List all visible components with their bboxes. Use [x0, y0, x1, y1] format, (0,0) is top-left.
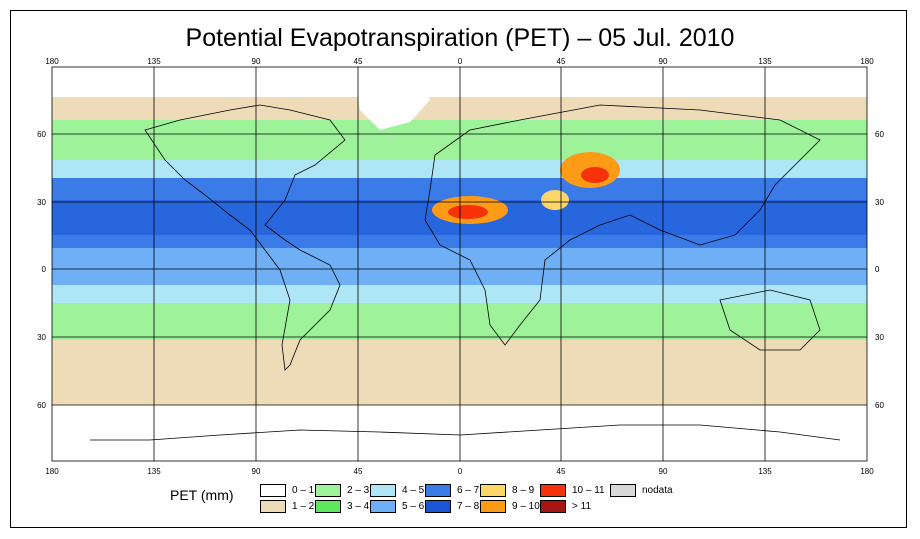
lon-bottom-label: 90	[659, 467, 668, 476]
legend-label: 8 – 9	[512, 485, 535, 496]
figure-frame	[10, 10, 907, 528]
legend-item: 9 – 10	[480, 500, 540, 514]
lon-bottom-labels: 180 135 90 45 0 45 90 135 180	[45, 467, 874, 476]
legend-item: 10 – 11	[540, 484, 605, 498]
legend-swatch	[370, 484, 396, 497]
legend-label: > 11	[572, 501, 591, 512]
lon-bottom-label: 0	[458, 467, 463, 476]
lon-bottom-label: 90	[252, 467, 261, 476]
lon-bottom-label: 180	[45, 467, 59, 476]
lat-right-label: 60	[875, 401, 884, 410]
legend-swatch	[540, 500, 566, 513]
legend-swatch	[425, 500, 451, 513]
legend-item: nodata	[610, 484, 673, 498]
legend-swatch	[425, 484, 451, 497]
map-border	[51, 66, 868, 462]
lat-right-label: 30	[875, 333, 884, 342]
legend-label: 7 – 8	[457, 501, 480, 512]
lon-top-labels: 180 135 90 45 0 45 90 135 180	[45, 57, 874, 66]
legend-swatch	[315, 484, 341, 497]
lon-bottom-label: 45	[354, 467, 363, 476]
legend-swatch	[315, 500, 341, 513]
legend-label: 9 – 10	[512, 501, 540, 512]
lon-top-label: 135	[758, 57, 772, 66]
lon-bottom-label: 135	[758, 467, 772, 476]
legend-swatch	[480, 500, 506, 513]
lat-left-label: 0	[42, 265, 47, 274]
legend-swatch	[480, 484, 506, 497]
legend-swatch	[370, 500, 396, 513]
lat-right-labels: 60 30 0 30 60	[875, 130, 884, 410]
legend-swatch	[260, 484, 286, 497]
lat-left-label: 60	[37, 401, 46, 410]
pet-band-antarctic	[52, 405, 867, 461]
legend-item: 0 – 1	[260, 484, 314, 498]
legend-item: 1 – 2	[260, 500, 314, 514]
americas-outline	[144, 104, 346, 371]
lat-left-label: 60	[37, 130, 46, 139]
lat-left-labels: 60 30 0 30 60	[37, 130, 46, 410]
legend-label: 5 – 6	[402, 501, 425, 512]
map-title: Potential Evapotranspiration (PET) – 05 …	[185, 24, 735, 52]
legend-item: > 11	[540, 500, 591, 514]
legend-item: 4 – 5	[370, 484, 424, 498]
afro-eurasia-outline	[424, 104, 821, 346]
legend-label: 6 – 7	[457, 485, 480, 496]
legend-label: 4 – 5	[402, 485, 425, 496]
lon-bottom-label: 135	[147, 467, 161, 476]
legend-item: 2 – 3	[315, 484, 369, 498]
legend-item: 3 – 4	[315, 500, 369, 514]
central-asia-core	[581, 167, 609, 183]
pet-band-south-mid	[52, 303, 867, 345]
lon-bottom-label: 45	[557, 467, 566, 476]
arabia-hotspot	[541, 190, 569, 210]
lon-top-label: 0	[458, 57, 463, 66]
legend-title: PET (mm)	[170, 487, 234, 503]
legend-label: nodata	[642, 485, 673, 496]
lat-right-label: 0	[875, 265, 880, 274]
lon-top-label: 180	[860, 57, 874, 66]
lon-top-label: 180	[45, 57, 59, 66]
lon-top-label: 90	[659, 57, 668, 66]
legend-label: 1 – 2	[292, 501, 315, 512]
lat-left-label: 30	[37, 333, 46, 342]
legend-item: 8 – 9	[480, 484, 534, 498]
lon-top-label: 135	[147, 57, 161, 66]
lon-top-label: 90	[252, 57, 261, 66]
legend-label: 10 – 11	[572, 485, 605, 496]
lat-right-label: 60	[875, 130, 884, 139]
pet-band-south-high	[52, 340, 867, 405]
legend-label: 0 – 1	[292, 485, 315, 496]
legend-item: 5 – 6	[370, 500, 424, 514]
pet-band-equator	[52, 248, 867, 288]
legend-swatch	[260, 500, 286, 513]
lon-top-label: 45	[557, 57, 566, 66]
lat-right-label: 30	[875, 198, 884, 207]
greenland-area	[355, 78, 430, 130]
lon-bottom-label: 180	[860, 467, 874, 476]
legend-label: 3 – 4	[347, 501, 370, 512]
australia-outline	[719, 289, 821, 351]
legend-item: 6 – 7	[425, 484, 479, 498]
legend-swatch	[610, 484, 636, 497]
lon-top-label: 45	[354, 57, 363, 66]
sahara-core	[448, 205, 488, 219]
lat-left-label: 30	[37, 198, 46, 207]
legend-label: 2 – 3	[347, 485, 370, 496]
legend-item: 7 – 8	[425, 500, 479, 514]
legend-swatch	[540, 484, 566, 497]
graticule	[51, 66, 868, 462]
